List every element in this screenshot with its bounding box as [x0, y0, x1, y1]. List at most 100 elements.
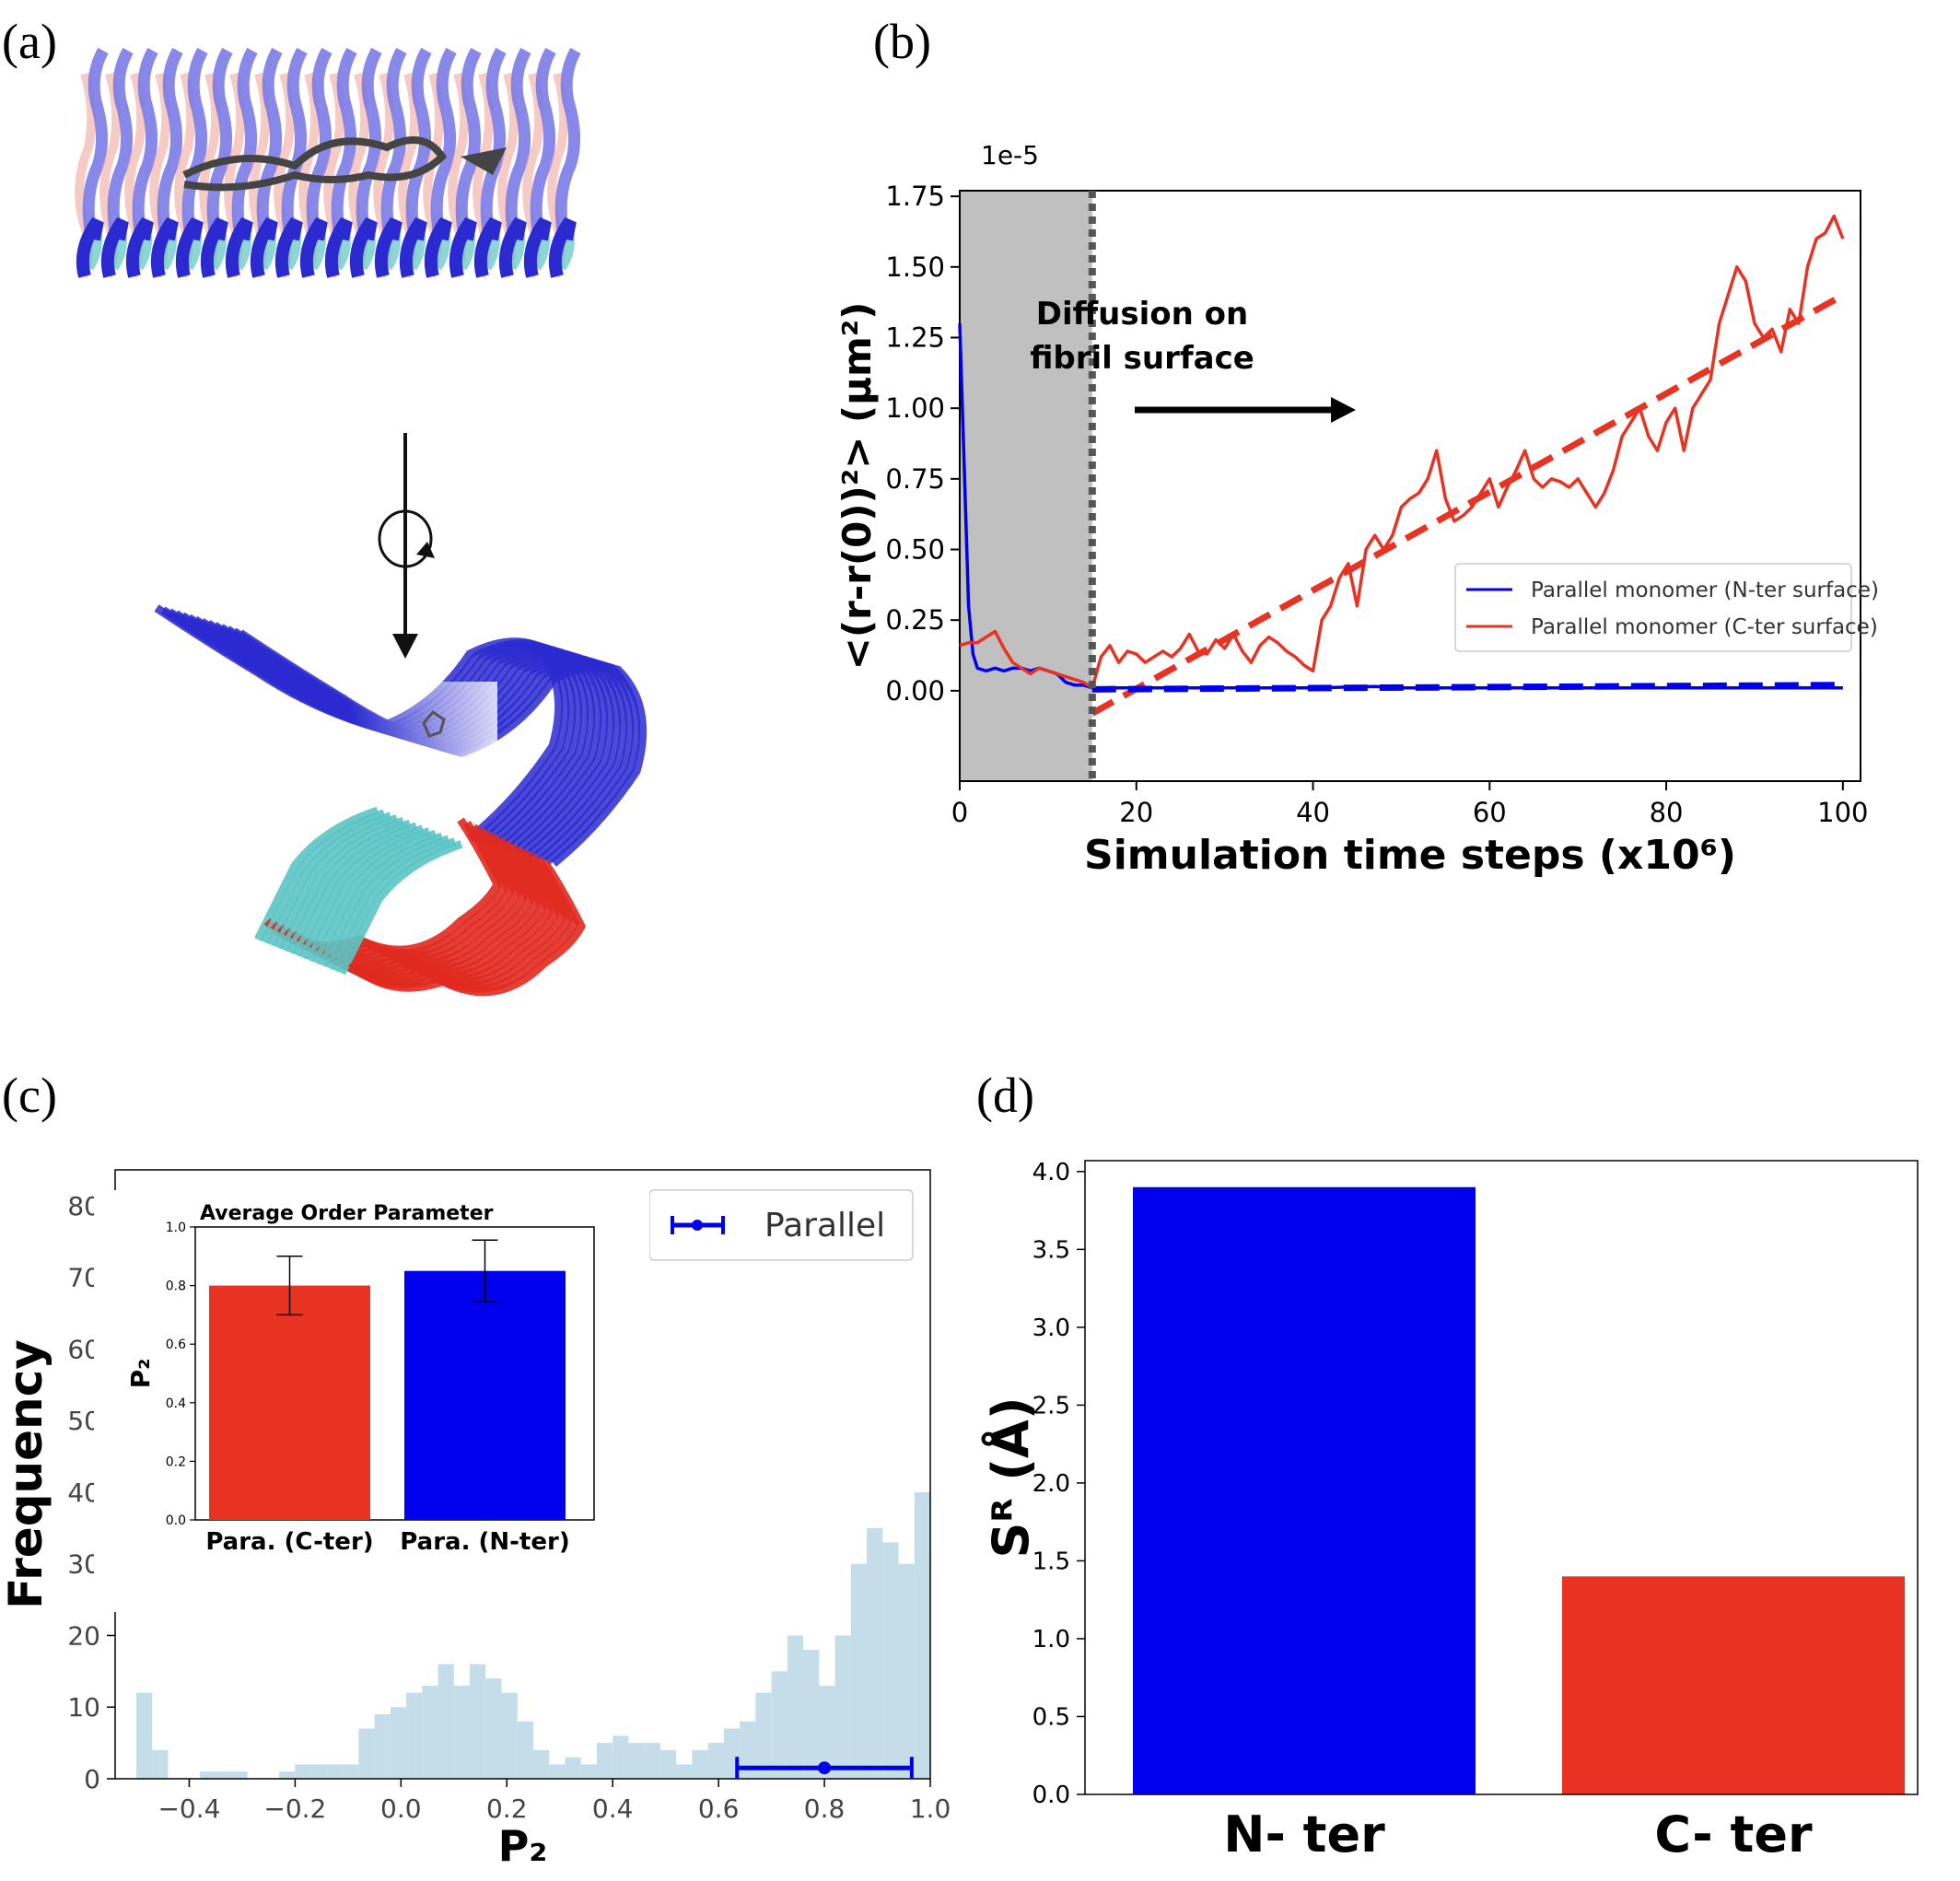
pretrain-shaded-region — [960, 191, 1092, 781]
legend-swatch-dot — [692, 1220, 703, 1231]
legend-label-n-ter: Parallel monomer (N-ter surface) — [1531, 578, 1879, 602]
histogram-bar — [787, 1635, 804, 1779]
histogram-bar — [740, 1721, 756, 1779]
histogram-bar — [343, 1764, 359, 1779]
y-tick-label: 0.00 — [885, 675, 945, 707]
annotation-line-1: Diffusion on — [1036, 296, 1248, 333]
histogram-bar — [216, 1771, 232, 1779]
plot-frame — [959, 190, 1861, 782]
legend-box — [1454, 563, 1852, 652]
histogram-bar — [517, 1721, 533, 1779]
y-tick-label: 1.0 — [1032, 1626, 1070, 1653]
plot-frame — [1084, 1160, 1919, 1795]
y-tick-label: 0 — [84, 1764, 100, 1794]
x-tick-label: 40 — [1296, 797, 1330, 828]
x-tick-label: 100 — [1817, 797, 1868, 828]
histogram-bar — [310, 1764, 327, 1779]
x-tick-label: −0.2 — [263, 1793, 326, 1824]
y-tick-label: 0.25 — [885, 604, 945, 636]
histogram-bar — [867, 1527, 883, 1779]
inset-category-label: Para. (C-ter) — [205, 1528, 373, 1556]
fibril-top-view — [75, 47, 581, 278]
y-tick-label: 1.25 — [885, 321, 945, 353]
n-ter-msd-line — [958, 323, 1843, 690]
legend: Parallel monomer (N-ter surface) Parallel… — [1454, 563, 1879, 652]
sr-bar-chart: N- ter C- ter 0.0 0.5 1.0 1.5 2.0 2.5 3.0 3.5 4.0 S… — [982, 1159, 1919, 1861]
histogram-bar — [898, 1563, 915, 1779]
annotation-line-2: fibril surface — [1030, 340, 1254, 377]
inset-bar — [209, 1285, 370, 1520]
histogram-bar — [374, 1714, 391, 1779]
inset-y-tick-label: 0.2 — [166, 1455, 186, 1469]
histogram-bar — [596, 1743, 613, 1779]
y-tick-label: 2.5 — [1032, 1392, 1070, 1420]
histogram-bar — [659, 1749, 677, 1779]
x-tick-label: 1.0 — [910, 1793, 951, 1824]
y-tick-label: 1.50 — [885, 251, 945, 283]
n-ter-fit-line — [1091, 682, 1843, 693]
histogram-bar — [199, 1771, 216, 1779]
y-axis-label: Frequency — [0, 1339, 52, 1609]
histogram-bar — [819, 1685, 835, 1779]
x-tick-label: 0.2 — [486, 1793, 528, 1824]
histogram-bar — [692, 1749, 708, 1779]
inset-y-tick-label: 0.6 — [166, 1338, 186, 1352]
histogram-bar — [326, 1764, 344, 1779]
y-tick-label: 2.0 — [1032, 1470, 1070, 1498]
legend-label-parallel: Parallel — [764, 1207, 885, 1244]
histogram-bar — [152, 1749, 169, 1779]
y-tick-label: 10 — [67, 1692, 100, 1723]
c-ter-msd-line — [959, 214, 1845, 690]
histogram-bar — [755, 1692, 772, 1779]
y-tick-label: 0.0 — [1032, 1782, 1070, 1809]
x-tick-label: 60 — [1473, 797, 1507, 828]
histogram-bar — [565, 1757, 581, 1779]
histogram-bar — [485, 1678, 502, 1779]
histogram-bar — [279, 1771, 296, 1779]
inset-frame — [194, 1226, 595, 1521]
histogram-bar — [707, 1743, 724, 1779]
y-tick-label: 0.75 — [885, 463, 945, 495]
histogram-bar — [803, 1650, 820, 1779]
histogram-bar — [612, 1735, 629, 1779]
histogram-bar — [628, 1743, 645, 1779]
y-tick-label: 0.5 — [1032, 1703, 1070, 1731]
msd-line-chart: 0.00 0.25 0.50 0.75 1.00 1.25 1.50 1.75 0 20 40 60 8… — [834, 181, 1879, 879]
annotation-arrowhead-icon — [1331, 397, 1356, 423]
y-tick-label: 1.00 — [885, 392, 945, 424]
histogram-bar — [453, 1685, 471, 1779]
histogram-bar — [135, 1692, 153, 1779]
histogram-bar — [771, 1671, 788, 1779]
inset-bar-chart: Average Order Parameter 0.0 0.2 0.4 0.6 0.8 1.… — [94, 1190, 649, 1612]
inset-title: Average Order Parameter — [200, 1202, 494, 1225]
x-category-label: N- ter — [1223, 1805, 1385, 1861]
histogram-bar — [501, 1692, 518, 1779]
histogram-bar — [358, 1728, 375, 1779]
panel-label-a: (a) — [2, 14, 57, 69]
x-tick-label: 80 — [1650, 797, 1684, 828]
histogram-bar — [676, 1764, 693, 1779]
p2-errorbar-center — [818, 1761, 832, 1775]
y-tick-label: 3.0 — [1032, 1314, 1070, 1342]
histogram-bar — [390, 1707, 407, 1779]
x-tick-label: 20 — [1119, 797, 1153, 828]
panel-label-c: (c) — [2, 1068, 57, 1123]
fibril-structure-illustration — [75, 47, 648, 997]
y-tick-label: 0.50 — [885, 534, 945, 566]
histogram-bar — [580, 1764, 597, 1779]
inset-y-tick-label: 0.8 — [166, 1279, 186, 1294]
y-tick-label: 3.5 — [1032, 1236, 1070, 1264]
histogram-bar — [532, 1749, 550, 1779]
y-tick-label: 1.5 — [1032, 1548, 1070, 1575]
histogram-bar — [231, 1771, 248, 1779]
histogram-bar — [914, 1491, 930, 1779]
x-tick-label: 0.4 — [592, 1793, 634, 1824]
histogram-bar — [549, 1764, 566, 1779]
histogram-bar — [834, 1635, 851, 1779]
rotation-arrow-icon — [378, 433, 435, 659]
fibril-side-view — [154, 604, 648, 997]
histogram-bars — [135, 1491, 930, 1779]
inset-category-label: Para. (N-ter) — [400, 1528, 569, 1556]
histogram-bar — [295, 1764, 311, 1779]
inset-y-tick-label: 0.4 — [166, 1396, 186, 1411]
